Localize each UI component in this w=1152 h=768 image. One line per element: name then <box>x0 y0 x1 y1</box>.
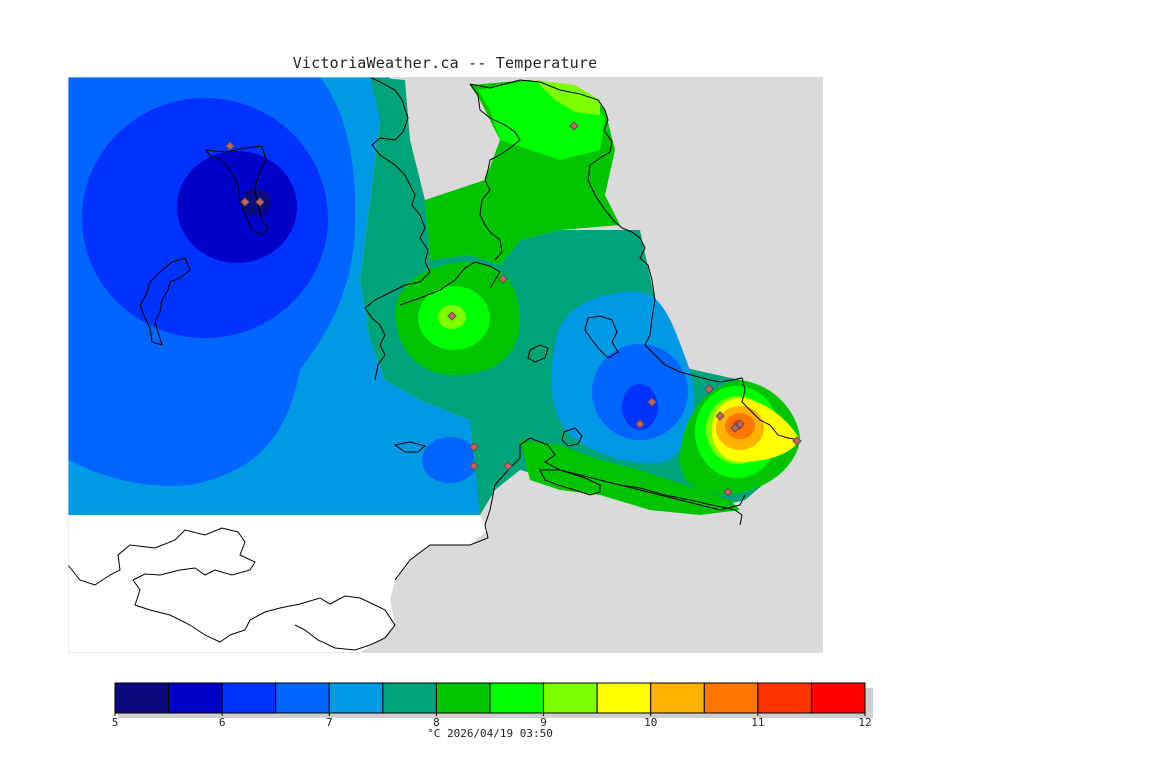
station-marker <box>730 423 740 433</box>
colorbar-bin-6 <box>435 682 491 714</box>
map-title: VictoriaWeather.ca -- Temperature <box>292 54 598 72</box>
map-frame <box>68 77 823 653</box>
colorbar-bin-10 <box>650 682 705 714</box>
colorbar-bin-2 <box>221 682 277 714</box>
colorbar-bin-12 <box>757 682 812 714</box>
colorbar-tick-label: 9 <box>540 716 547 729</box>
station-marker <box>723 487 733 497</box>
colorbar-tick-label: 11 <box>751 716 764 729</box>
west-temperature-field <box>68 77 490 515</box>
colorbar-bin-3 <box>275 682 330 714</box>
station-marker <box>469 461 479 471</box>
colorbar-tick-label: 7 <box>326 716 333 729</box>
colorbar-bin-9 <box>596 682 652 714</box>
colorbar-bin-13 <box>810 682 866 714</box>
colorbar-caption: °C 2026/04/19 03:50 <box>427 727 553 740</box>
colorbar-bin-7 <box>489 682 545 714</box>
colorbar-bin-11 <box>703 682 759 714</box>
station-marker <box>735 419 745 429</box>
colorbar-tick-label: 5 <box>112 716 119 729</box>
station-marker <box>225 141 235 151</box>
station-markers <box>225 121 802 497</box>
station-marker <box>704 384 714 394</box>
colorbar-bin-1 <box>168 682 223 714</box>
station-marker <box>447 311 457 321</box>
coastlines <box>68 77 801 651</box>
station-marker <box>255 197 265 207</box>
station-marker <box>498 274 508 284</box>
east-temperature-field <box>360 77 800 515</box>
colorbar-tick-label: 12 <box>858 716 871 729</box>
colorbar-tick-label: 10 <box>644 716 657 729</box>
water-areas <box>68 515 488 653</box>
station-marker <box>792 436 802 446</box>
colorbar-bin-0 <box>114 682 170 714</box>
colorbar-bin-5 <box>382 682 437 714</box>
colorbar-bin-4 <box>328 682 384 714</box>
colorbar-bin-8 <box>543 682 598 714</box>
colorbar-ticks: 5 6 7 8 9 10 11 12 <box>112 713 872 729</box>
station-marker <box>240 197 250 207</box>
station-marker <box>715 411 725 421</box>
station-marker <box>503 461 513 471</box>
station-marker <box>635 419 645 429</box>
colorbar-tick-label: 8 <box>433 716 440 729</box>
station-marker <box>469 442 479 452</box>
colorbar-tick-label: 6 <box>219 716 226 729</box>
station-marker <box>569 121 579 131</box>
colorbar-bins <box>114 682 866 714</box>
station-marker <box>647 397 657 407</box>
